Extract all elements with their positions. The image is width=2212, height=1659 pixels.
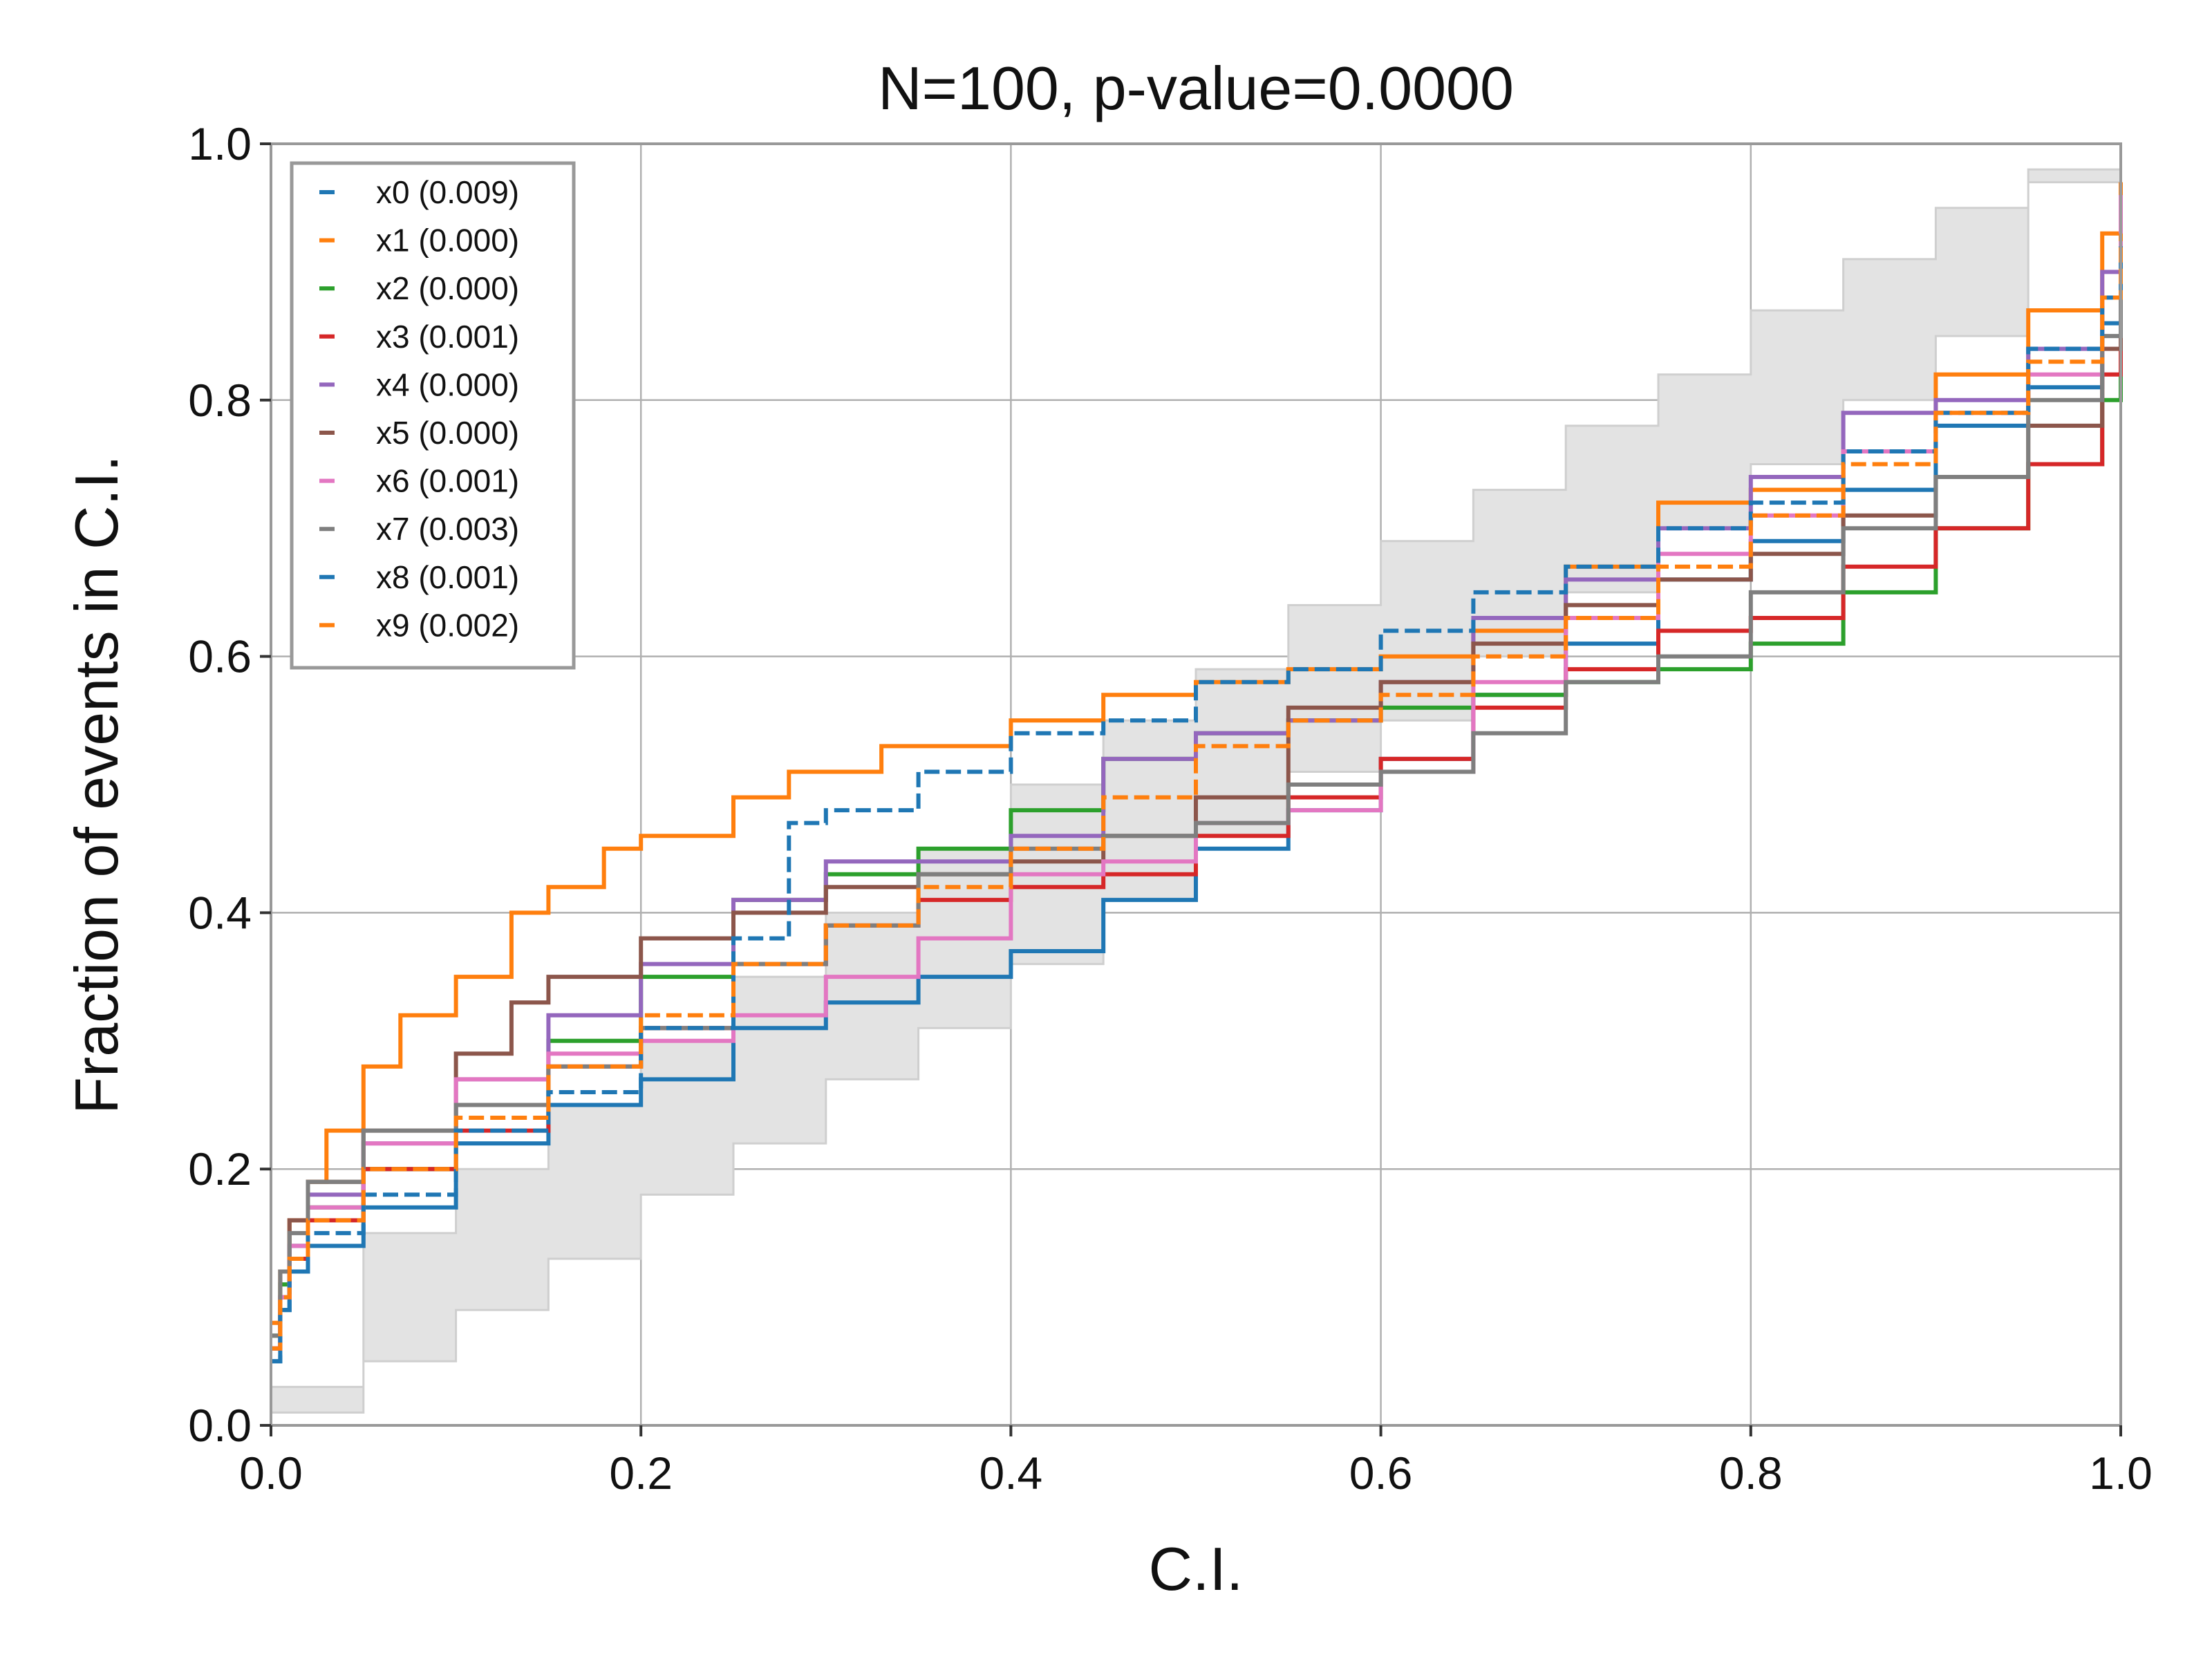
legend-label: x9 (0.002) bbox=[376, 607, 519, 643]
legend-label: x4 (0.000) bbox=[376, 366, 519, 402]
y-tick-label: 0.0 bbox=[188, 1400, 252, 1451]
series-lines bbox=[271, 182, 2123, 1364]
plot-frame bbox=[270, 142, 2122, 1427]
x-tick-label: 0.6 bbox=[1349, 1447, 1413, 1499]
x-tick-label: 0.2 bbox=[609, 1447, 673, 1499]
legend-label: x1 (0.000) bbox=[376, 223, 519, 259]
x-tick-label: 0.0 bbox=[239, 1447, 303, 1499]
legend-label: x7 (0.003) bbox=[376, 511, 519, 547]
chart-title: N=100, p-value=0.0000 bbox=[878, 54, 1514, 122]
series-line-x7 bbox=[271, 259, 2123, 1338]
legend-box bbox=[290, 161, 576, 670]
legend-label: x3 (0.001) bbox=[376, 319, 519, 355]
legend-label: x6 (0.001) bbox=[376, 463, 519, 499]
legend-label: x8 (0.001) bbox=[376, 559, 519, 595]
y-tick-label: 1.0 bbox=[188, 118, 252, 169]
legend-label: x5 (0.000) bbox=[376, 415, 519, 451]
series-line-x1 bbox=[271, 182, 2123, 1325]
legend-label: x2 (0.000) bbox=[376, 270, 519, 306]
x-tick-label: 0.8 bbox=[1719, 1447, 1783, 1499]
y-tick-label: 0.4 bbox=[188, 887, 252, 938]
y-tick-label: 0.2 bbox=[188, 1143, 252, 1194]
y-axis-label: Fraction of events in C.I. bbox=[62, 455, 131, 1114]
legend-label: x0 (0.009) bbox=[376, 174, 519, 210]
x-axis-label: C.I. bbox=[1149, 1535, 1244, 1603]
series-line-x9 bbox=[271, 233, 2123, 1351]
y-tick-label: 0.8 bbox=[188, 375, 252, 426]
y-axis-ticks: 0.0 0.2 0.4 0.6 0.8 1.0 bbox=[188, 118, 271, 1451]
x-tick-label: 1.0 bbox=[2089, 1447, 2153, 1499]
x-axis-ticks: 0.0 0.2 0.4 0.6 0.8 1.0 bbox=[239, 1425, 2153, 1499]
y-tick-label: 0.6 bbox=[188, 631, 252, 682]
legend: x0 (0.009) x1 (0.000) x2 (0.000) x3 (0.001)… bbox=[290, 161, 576, 670]
x-tick-label: 0.4 bbox=[980, 1447, 1043, 1499]
